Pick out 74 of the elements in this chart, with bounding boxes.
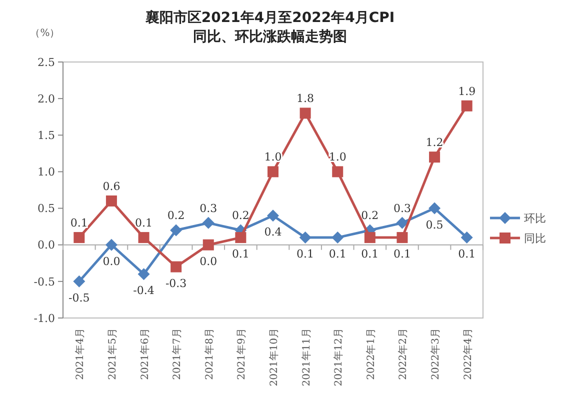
data-label: 0.0 (200, 254, 218, 268)
y-tick-label: 1.0 (38, 166, 55, 179)
y-tick-label: 2.5 (38, 56, 55, 69)
point (268, 166, 278, 178)
data-label: 0.4 (264, 226, 282, 239)
data-label: 0.3 (393, 202, 411, 215)
data-label: 0.2 (361, 209, 379, 222)
data-label: 0.6 (102, 180, 120, 193)
point (138, 268, 150, 280)
point (429, 152, 440, 163)
point (105, 238, 118, 251)
point (138, 232, 150, 244)
x-tick-label: 2022年4月 (462, 328, 474, 380)
x-tick-label: 2021年12月 (332, 328, 345, 386)
point (74, 232, 85, 244)
data-label: 0.1 (135, 216, 153, 230)
data-label: 0.1 (361, 248, 379, 261)
x-tick-label: 2022年3月 (430, 328, 442, 380)
data-label: 0.3 (200, 202, 218, 215)
point (396, 232, 408, 244)
y-tick-label: 0.0 (38, 238, 55, 252)
point (299, 232, 312, 244)
x-tick-label: 2022年2月 (397, 328, 410, 380)
point (300, 108, 311, 119)
y-tick-label: 2.0 (38, 92, 55, 106)
x-tick-label: 2021年9月 (236, 328, 248, 380)
point (461, 100, 472, 112)
point (396, 216, 408, 229)
legend-label: 环比 (524, 212, 546, 225)
data-label: 0.5 (426, 218, 444, 232)
x-tick-label: 2021年8月 (203, 328, 216, 380)
point (460, 232, 473, 244)
data-label: 0.0 (102, 254, 120, 268)
x-tick-label: 2022年1月 (364, 328, 377, 380)
x-tick-label: 2021年4月 (74, 328, 86, 380)
y-tick-label: -0.5 (34, 275, 55, 288)
data-label: 0.2 (167, 209, 185, 222)
data-label: 1.2 (426, 136, 444, 150)
data-label: 1.8 (296, 92, 314, 106)
point (170, 261, 182, 272)
point (202, 239, 214, 250)
data-label: -0.5 (68, 291, 90, 304)
data-label: 0.1 (393, 248, 411, 261)
data-label: 1.0 (328, 150, 346, 164)
x-tick-label: 2021年7月 (171, 328, 184, 380)
data-label: 0.1 (458, 248, 476, 261)
x-tick-label: 2021年6月 (138, 328, 151, 380)
data-label: -0.3 (165, 276, 187, 290)
point (332, 166, 344, 178)
data-label: 0.1 (70, 216, 88, 230)
x-tick-label: 2021年11月 (300, 328, 312, 386)
data-label: 1.9 (458, 84, 476, 98)
point (235, 232, 246, 244)
point (106, 195, 117, 206)
chart-title: 襄阳市区2021年4月至2022年4月CPI 同比、环比涨跌幅走势图 (144, 9, 395, 45)
y-tick-label: 0.5 (38, 202, 55, 216)
y-tick-label: -1.0 (34, 312, 55, 325)
y-tick-label: 1.5 (38, 128, 55, 142)
data-label: 0.1 (232, 248, 250, 261)
data-label: 0.1 (296, 248, 314, 261)
data-label: -0.4 (133, 284, 154, 298)
point (73, 275, 86, 288)
point (364, 232, 376, 244)
point (332, 232, 344, 244)
point (267, 210, 279, 222)
point (202, 216, 214, 229)
data-label: 0.1 (328, 248, 346, 261)
legend-label: 同比 (524, 232, 546, 245)
y-axis-title: （%） (30, 28, 60, 39)
x-tick-label: 2021年5月 (106, 328, 118, 380)
point (428, 202, 441, 214)
x-tick-label: 2021年10月 (268, 328, 280, 386)
point (170, 224, 182, 236)
data-label: 0.2 (232, 209, 250, 222)
